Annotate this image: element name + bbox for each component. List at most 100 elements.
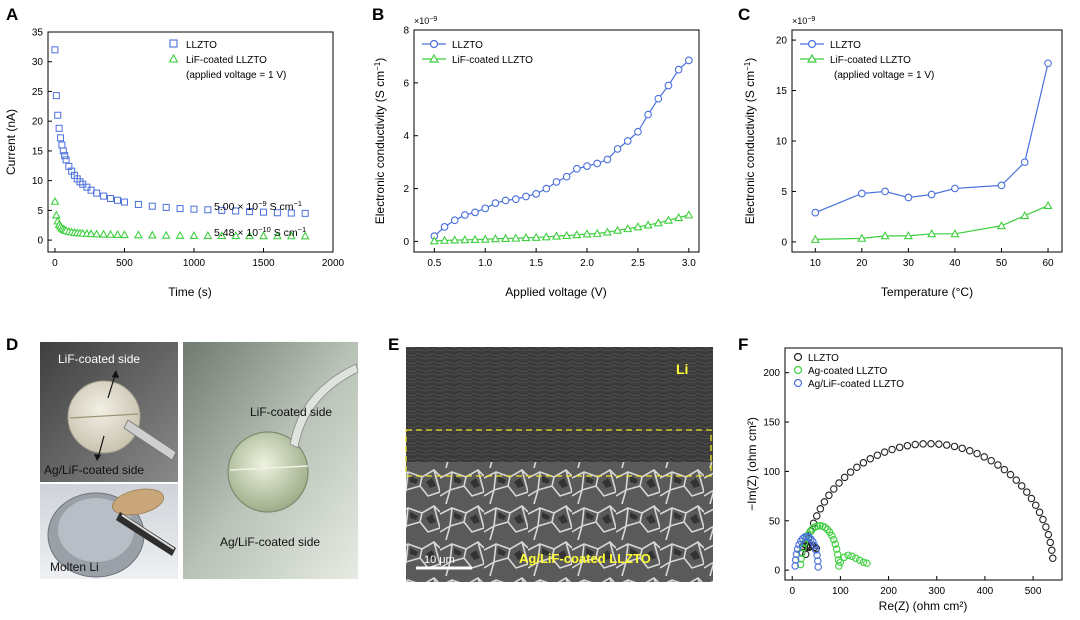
chart-a-point-lif-19: [106, 229, 115, 238]
chart-f-xtick-label-2: 200: [880, 586, 897, 597]
chart-b-point-lif-14: [572, 230, 582, 239]
chart-f-legend-aglif: Ag/LiF-coated LLZTO: [808, 379, 904, 390]
chart-a-point-llzto-19: [107, 194, 115, 202]
chart-f-point-llzto-18: [888, 445, 896, 454]
chart-f-legend-marker-aglif: [793, 378, 803, 388]
chart-b: 0.5 1.0 1.5 2.0 2.5 3.0 0 2 4 6 8 ×10−9 Applied vo…: [373, 16, 700, 299]
photo-d1-tweezers: [123, 419, 177, 461]
chart-f-point-llzto-17: [880, 448, 889, 456]
chart-f-legend-llzto: LLZTO: [808, 353, 839, 364]
chart-b-ylabel: Electronic conductivity (S cm−1): [373, 58, 387, 225]
sem-interface-box: [405, 429, 712, 477]
chart-a-point-lif-20: [113, 230, 122, 238]
chart-c-legend-llzto: LLZTO: [830, 40, 861, 51]
chart-a-xtick-label-4: 2000: [322, 258, 345, 269]
chart-f-point-llzto-9: [830, 485, 838, 493]
chart-b-point-lif-12: [551, 231, 562, 240]
chart-c-point-lif-2: [880, 231, 890, 240]
chart-a-marks: [50, 46, 310, 240]
chart-b-point-llzto-8: [511, 195, 520, 203]
chart-a-point-lif-29: [231, 231, 241, 240]
chart-f-point-ag-18: [831, 540, 840, 548]
chart-b-point-llzto-19: [623, 137, 632, 145]
chart-c-point-llzto-3: [904, 193, 913, 202]
photo-d1-arrowhead-down: [94, 454, 101, 461]
chart-a-point-llzto-32: [273, 209, 281, 217]
chart-c-point-lif-3: [903, 231, 913, 240]
sem-li-layer: [406, 347, 713, 462]
chart-f-point-llzto-16: [873, 451, 882, 459]
chart-a-legend-marker-lif: [168, 53, 179, 63]
chart-a-point-llzto-21: [120, 198, 128, 206]
chart-f-point-llzto-7: [820, 498, 829, 506]
chart-a-point-lif-24: [161, 230, 171, 239]
chart-f-point-aglif-16: [814, 563, 822, 571]
chart-f-point-ag-19: [832, 545, 841, 553]
chart-a-point-lif-34: [300, 231, 310, 240]
chart-f-ytick-label-1: 50: [769, 516, 781, 527]
chart-c-ytick-label-2: 10: [776, 137, 788, 148]
chart-c-point-lif-7: [1020, 210, 1030, 220]
chart-b-ytick-label-0: 0: [403, 237, 409, 248]
chart-c-xtick-label-4: 50: [996, 258, 1008, 269]
chart-a-ticks: 0 500 1000 1500 2000 0 5 10 15 20 25 30 35: [32, 28, 345, 270]
chart-f-point-llzto-40: [1035, 508, 1044, 517]
chart-b-xtick-label-1: 1.0: [478, 258, 492, 269]
chart-a-point-llzto-20: [114, 196, 122, 204]
chart-f-point-aglif-11: [809, 538, 817, 546]
chart-a-point-llzto-6: [59, 147, 67, 155]
chart-c-point-lif-0: [810, 234, 820, 243]
chart-f-point-ag-16: [828, 531, 836, 540]
chart-b-point-lif-4: [470, 234, 480, 244]
sem-llzto-layer: [406, 462, 713, 582]
chart-b-legend-marker-llzto: [429, 39, 439, 49]
chart-f-tail-ag-6: [859, 558, 868, 566]
chart-f-tail-ag-3: [848, 552, 856, 561]
chart-a-xlabel: Time (s): [168, 285, 212, 299]
chart-f-legend-marker-llzto: [793, 352, 803, 362]
chart-f-ytick-label-4: 200: [763, 368, 780, 379]
chart-a-point-llzto-2: [54, 111, 62, 119]
chart-a-ann1-base: 5.00 × 10: [214, 201, 258, 213]
chart-c-xtick-label-0: 10: [810, 258, 822, 269]
chart-b-point-lif-22: [653, 218, 663, 227]
chart-a-point-lif-18: [99, 229, 109, 238]
chart-f-point-ag-17: [829, 535, 838, 544]
chart-b-point-lif-5: [480, 234, 490, 243]
photo-d3-label-lif: LiF-coated side: [250, 405, 332, 419]
chart-f-point-llzto-13: [853, 463, 861, 471]
chart-f-point-ag-10: [813, 522, 822, 530]
chart-b-point-llzto-5: [481, 204, 490, 213]
chart-c-point-llzto-0: [811, 208, 820, 217]
chart-f-point-llzto-37: [1023, 488, 1031, 496]
chart-f-xtick-label-4: 400: [977, 586, 994, 597]
chart-b-point-lif-17: [602, 227, 612, 236]
chart-b-xtick-label-3: 2.0: [580, 258, 594, 269]
chart-a-point-lif-27: [203, 231, 213, 239]
chart-b-point-llzto-12: [552, 178, 561, 186]
chart-f-point-llzto-24: [935, 440, 943, 448]
chart-a-point-lif-33: [286, 231, 296, 240]
chart-f-point-llzto-45: [1048, 546, 1056, 555]
photo-d2-tweezer-stripe: [121, 514, 175, 550]
chart-f-frame: [784, 347, 1063, 581]
chart-b-point-lif-18: [613, 225, 623, 234]
chart-f-point-llzto-5: [813, 512, 821, 520]
chart-f-point-llzto-33: [1000, 465, 1009, 474]
chart-f-point-llzto-29: [973, 449, 981, 458]
chart-b-point-lif-16: [592, 228, 602, 237]
sem-label-bottom: Ag/LiF-coated LLZTO: [519, 551, 651, 566]
chart-c-ylabel-close: ): [743, 58, 757, 62]
chart-b-ytick-label-1: 2: [403, 184, 409, 195]
photo-d3-label-aglif: Ag/LiF-coated side: [220, 535, 320, 549]
chart-f-point-llzto-6: [816, 505, 825, 513]
chart-a-annotation-lif: 5.48 × 10−10 S cm−1: [214, 225, 306, 239]
chart-b-point-lif-13: [562, 230, 572, 240]
chart-c-point-llzto-5: [951, 184, 959, 193]
photo-d3-tweezers: [289, 363, 359, 449]
chart-a-point-llzto-22: [134, 200, 142, 208]
chart-a-point-llzto-8: [62, 156, 70, 164]
chart-c-point-llzto-4: [927, 190, 936, 199]
chart-f-point-llzto-14: [859, 459, 868, 467]
chart-b-multiplier: ×10−9: [414, 16, 437, 26]
